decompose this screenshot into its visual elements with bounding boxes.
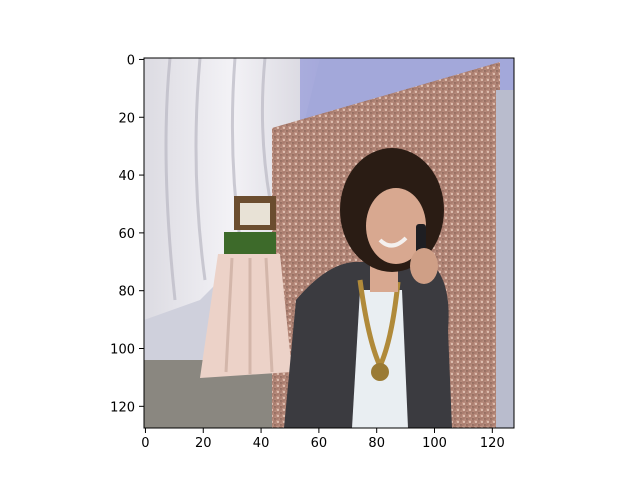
y-tick-label: 40 xyxy=(118,169,135,184)
curtain-region xyxy=(144,58,320,320)
x-tick-label: 40 xyxy=(253,436,270,451)
person-face xyxy=(366,188,426,264)
tablecloth xyxy=(200,254,292,378)
curtain-folds xyxy=(164,58,272,301)
green-frame-prop xyxy=(224,232,276,256)
person-smile xyxy=(378,236,408,248)
y-tick-label: 20 xyxy=(118,111,135,126)
x-tick-label: 100 xyxy=(422,436,447,451)
y-tick-label: 80 xyxy=(118,285,135,300)
x-tick-label: 20 xyxy=(195,436,212,451)
y-tick-label: 0 xyxy=(127,53,135,68)
frame-prop-inner xyxy=(240,203,270,225)
right-wall xyxy=(496,90,514,428)
x-tick-label: 0 xyxy=(141,436,149,451)
person-shirt xyxy=(352,290,408,428)
y-tick-label: 120 xyxy=(110,400,135,415)
tablecloth-folds xyxy=(224,257,274,374)
axes-frame xyxy=(143,57,515,429)
x-tick-label: 80 xyxy=(368,436,385,451)
x-tick-label: 120 xyxy=(480,436,505,451)
person-hand xyxy=(410,248,438,284)
x-tick-label: 60 xyxy=(311,436,328,451)
y-tick-label: 60 xyxy=(118,227,135,242)
y-axis: 0 20 40 60 80 100 120 xyxy=(110,53,144,415)
y-tick-label: 100 xyxy=(110,343,135,358)
image-plot-area xyxy=(144,58,514,428)
x-axis: 0 20 40 60 80 100 120 xyxy=(141,428,505,451)
necklace-pendant xyxy=(371,363,389,381)
